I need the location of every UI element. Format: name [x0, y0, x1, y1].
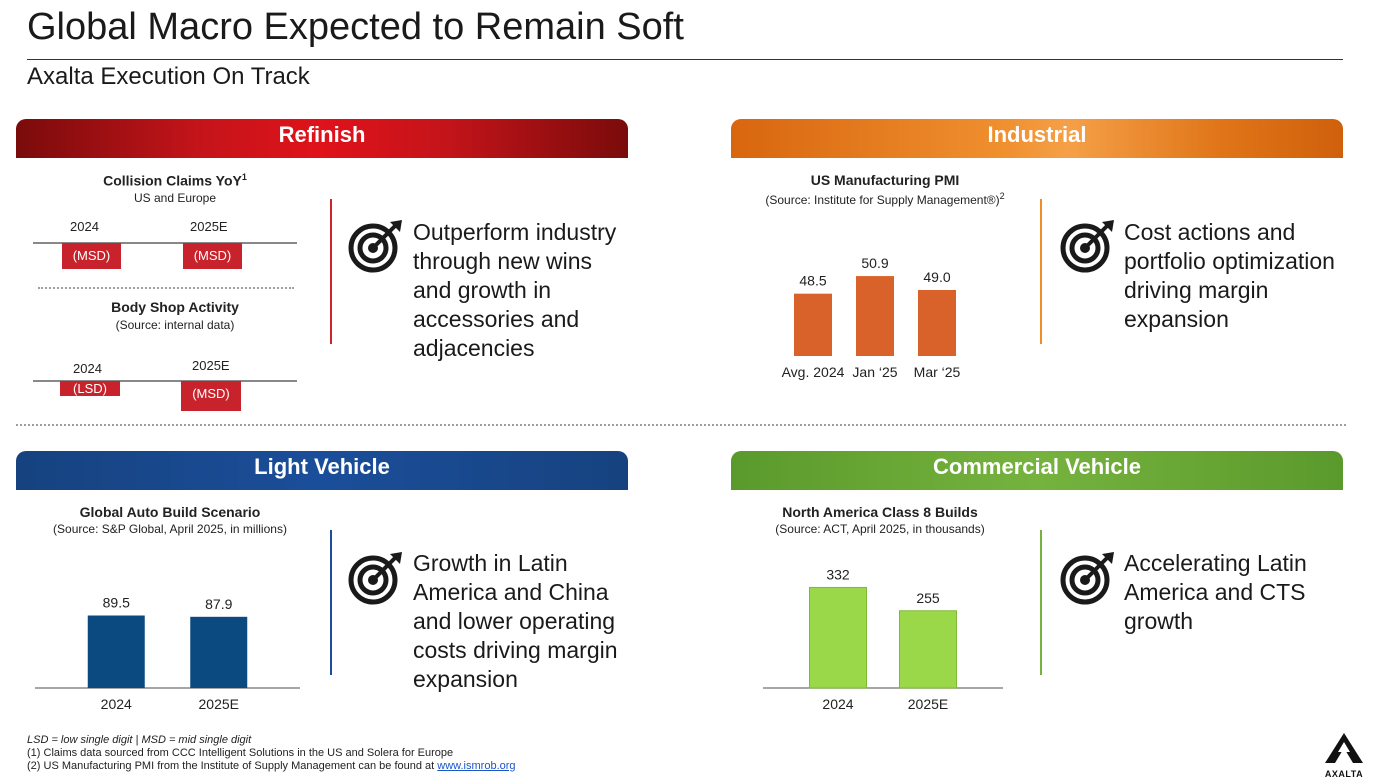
light-vehicle-divider — [330, 530, 332, 675]
auto-bar — [87, 615, 145, 688]
collision-2024-value: (MSD) — [62, 243, 121, 269]
body-shop-2024-value: (LSD) — [60, 381, 120, 396]
footnote-legend: LSD = low single digit | MSD = mid singl… — [27, 734, 252, 746]
class8-tick-label: 2024 — [822, 696, 853, 712]
industrial-divider — [1040, 199, 1042, 344]
class8-bar — [899, 610, 957, 689]
commercial-vehicle-banner: Commercial Vehicle — [731, 451, 1343, 490]
refinish-banner: Refinish — [16, 119, 628, 158]
target-icon — [1058, 550, 1118, 606]
class8-bar — [809, 586, 867, 689]
class8-data-label: 255 — [916, 590, 940, 606]
axalta-logo-text: AXALTA — [1324, 769, 1364, 779]
auto-tick-label: 2025E — [199, 696, 239, 712]
pmi-bar — [794, 293, 832, 356]
collision-claims-subtitle: US and Europe — [133, 191, 217, 205]
section-dotted-divider — [38, 287, 294, 289]
body-shop-col-2025e: 2025E — [192, 358, 230, 373]
footnote-2: (2) US Manufacturing PMI from the Instit… — [27, 760, 516, 772]
pmi-data-label: 48.5 — [799, 273, 826, 289]
pmi-data-label: 50.9 — [861, 255, 888, 271]
pmi-chart-subtitle: (Source: Institute for Supply Management… — [765, 191, 1005, 207]
class8-chart-subtitle: (Source: ACT, April 2025, in thousands) — [775, 522, 985, 536]
axalta-logo: AXALTA — [1317, 732, 1371, 779]
pmi-tick-label: Mar ‘25 — [914, 364, 961, 380]
collision-col-2025e: 2025E — [190, 219, 228, 234]
body-shop-col-2024: 2024 — [73, 361, 102, 376]
class8-data-label: 332 — [826, 566, 850, 582]
auto-chart-title: Global Auto Build Scenario — [79, 504, 261, 520]
refinish-divider — [330, 199, 332, 344]
commercial-vehicle-bullet: Accelerating Latin America and CTS growt… — [1124, 550, 1307, 634]
auto-tick-label: 2024 — [101, 696, 132, 712]
collision-axis — [33, 242, 297, 244]
industrial-banner: Industrial — [731, 119, 1343, 158]
page-title: Global Macro Expected to Remain Soft — [27, 6, 684, 48]
pmi-tick-label: Jan ‘25 — [852, 364, 897, 380]
section-dotted-divider — [16, 424, 1346, 426]
auto-data-label: 89.5 — [103, 595, 130, 611]
body-shop-subtitle: (Source: internal data) — [115, 318, 235, 332]
target-icon — [346, 550, 406, 606]
footnote-1: (1) Claims data sourced from CCC Intelli… — [27, 747, 454, 759]
target-icon — [1058, 218, 1118, 274]
commercial-vehicle-divider — [1040, 530, 1042, 675]
page-subtitle: Axalta Execution On Track — [27, 63, 310, 90]
pmi-tick-label: Avg. 2024 — [782, 364, 845, 380]
collision-2025e-value: (MSD) — [183, 243, 242, 269]
class8-chart-title: North America Class 8 Builds — [782, 504, 978, 520]
pmi-bar — [856, 276, 894, 356]
ism-link[interactable]: www.ismrob.org — [437, 760, 516, 772]
collision-claims-title: Collision Claims YoY1 — [103, 172, 247, 189]
pmi-bar — [918, 290, 956, 356]
pmi-chart: 48.5 Avg. 2024 50.9 Jan ‘25 49.0 Mar ‘25 — [782, 255, 961, 380]
body-shop-axis — [33, 380, 297, 382]
title-divider — [27, 59, 1343, 60]
pmi-chart-title: US Manufacturing PMI — [810, 172, 960, 188]
body-shop-2025e-value: (MSD) — [181, 381, 241, 411]
auto-chart: 89.5 2024 87.9 2025E — [35, 595, 300, 712]
auto-data-label: 87.9 — [205, 596, 232, 612]
pmi-data-label: 49.0 — [923, 269, 950, 285]
light-vehicle-banner: Light Vehicle — [16, 451, 628, 490]
collision-col-2024: 2024 — [70, 219, 99, 234]
auto-chart-subtitle: (Source: S&P Global, April 2025, in mill… — [53, 522, 287, 536]
class8-chart: 332 2024 255 2025E — [763, 566, 1003, 712]
auto-bar — [190, 616, 248, 688]
refinish-bullet: Outperform industry through new wins and… — [413, 219, 617, 361]
body-shop-title: Body Shop Activity — [111, 299, 239, 315]
industrial-bullet: Cost actions and portfolio optimization … — [1124, 219, 1335, 332]
class8-tick-label: 2025E — [908, 696, 948, 712]
target-icon — [346, 218, 406, 274]
light-vehicle-bullet: Growth in Latin America and China and lo… — [413, 550, 618, 692]
